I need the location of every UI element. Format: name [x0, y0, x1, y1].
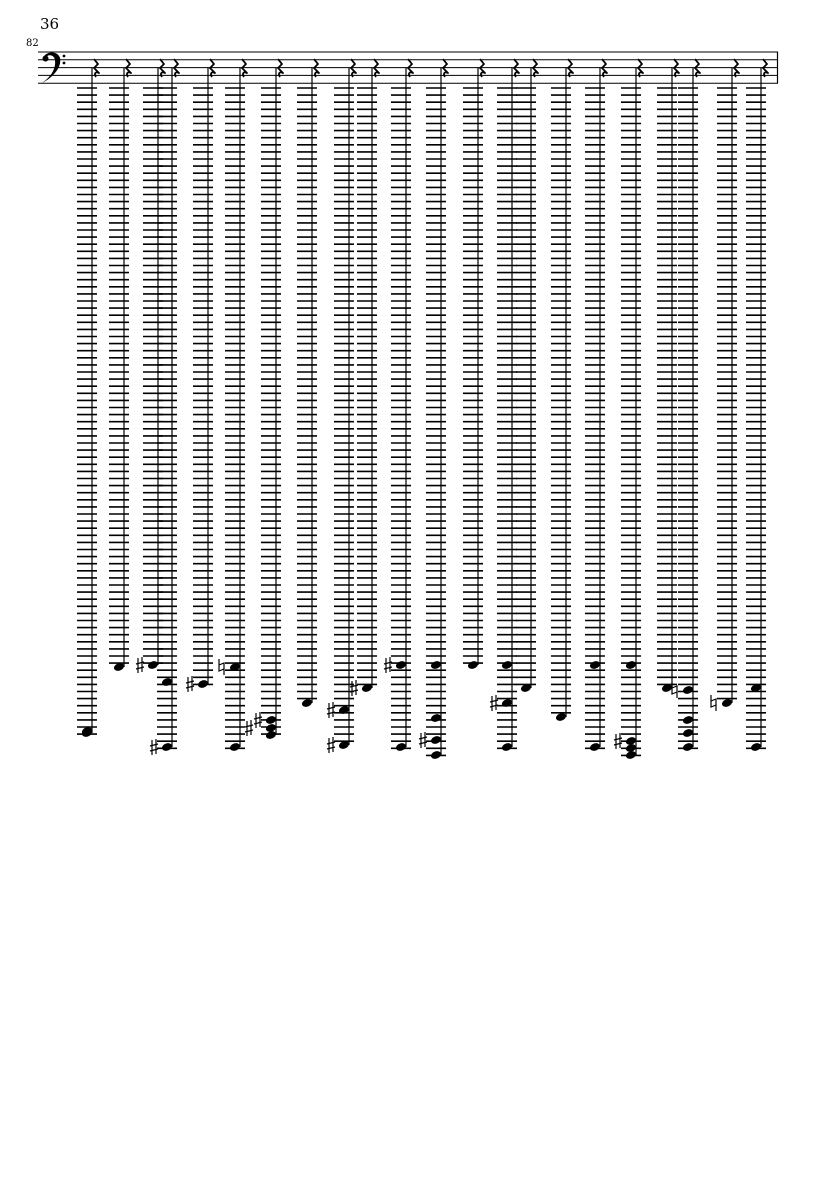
note-head	[682, 716, 694, 724]
note-head	[682, 743, 694, 751]
quarter-rest-icon	[277, 58, 284, 78]
quarter-rest-icon	[479, 58, 486, 78]
note-head	[265, 716, 277, 724]
sharp-icon	[244, 720, 254, 736]
note-head	[197, 680, 209, 688]
bass-clef-icon	[42, 52, 66, 83]
note-head	[555, 713, 567, 721]
note-head	[501, 743, 513, 751]
note-head	[338, 706, 350, 714]
note-head	[430, 751, 442, 759]
quarter-rest-icon	[350, 58, 357, 78]
quarter-rest-icon	[373, 58, 380, 78]
quarter-rest-icon	[93, 58, 100, 78]
note-head	[430, 714, 442, 722]
quarter-rest-icon	[733, 58, 740, 78]
quarter-rest-icon	[637, 58, 644, 78]
quarter-rest-icon	[601, 58, 608, 78]
quarter-rest-icon	[762, 58, 769, 78]
note-head	[589, 743, 601, 751]
quarter-rest-icon	[567, 58, 574, 78]
note-head	[395, 743, 407, 751]
sharp-icon	[326, 737, 336, 753]
note-head	[265, 731, 277, 739]
sharp-icon	[349, 680, 359, 696]
note-head	[625, 751, 637, 759]
note-head	[147, 661, 159, 669]
note-head	[229, 663, 241, 671]
note-head	[625, 661, 637, 669]
measure-number: 82	[26, 38, 39, 49]
note-head	[682, 686, 694, 694]
quarter-rest-icon	[209, 58, 216, 78]
note-head	[750, 684, 762, 692]
sharp-icon	[253, 712, 263, 728]
note-head	[361, 684, 373, 692]
sharp-icon	[326, 702, 336, 718]
note-head	[661, 684, 673, 692]
note-head	[161, 743, 173, 751]
note-head	[229, 743, 241, 751]
quarter-rest-icon	[159, 58, 166, 78]
note-head	[301, 699, 313, 707]
quarter-rest-icon	[241, 58, 248, 78]
quarter-rest-icon	[313, 58, 320, 78]
note-head	[501, 661, 513, 669]
sharp-icon	[135, 657, 145, 673]
note-head	[338, 741, 350, 749]
sharp-icon	[418, 732, 428, 748]
sharp-icon	[149, 739, 159, 755]
note-head	[520, 684, 532, 692]
note-head	[625, 744, 637, 752]
note-head	[467, 661, 479, 669]
note-head	[625, 737, 637, 745]
note-head	[721, 699, 733, 707]
quarter-rest-icon	[673, 58, 680, 78]
note-head	[161, 678, 173, 686]
note-head	[589, 661, 601, 669]
note-head	[395, 661, 407, 669]
note-head	[682, 729, 694, 737]
note-head	[750, 743, 762, 751]
natural-icon	[710, 695, 717, 711]
natural-icon	[218, 659, 225, 675]
sharp-icon	[383, 657, 393, 673]
page-number: 36	[40, 15, 60, 33]
note-head	[430, 661, 442, 669]
quarter-rest-icon	[532, 58, 539, 78]
quarter-rest-icon	[513, 58, 520, 78]
sharp-icon	[185, 676, 195, 692]
quarter-rest-icon	[407, 58, 414, 78]
note-head	[501, 699, 513, 707]
natural-icon	[671, 682, 678, 698]
note-head	[81, 727, 93, 735]
quarter-rest-icon	[694, 58, 701, 78]
note-head	[113, 663, 125, 671]
note-head	[430, 736, 442, 744]
sharp-icon	[489, 695, 499, 711]
quarter-rest-icon	[125, 58, 132, 78]
sharp-icon	[613, 733, 623, 749]
quarter-rest-icon	[173, 58, 180, 78]
quarter-rest-icon	[442, 58, 449, 78]
note-head	[265, 724, 277, 732]
